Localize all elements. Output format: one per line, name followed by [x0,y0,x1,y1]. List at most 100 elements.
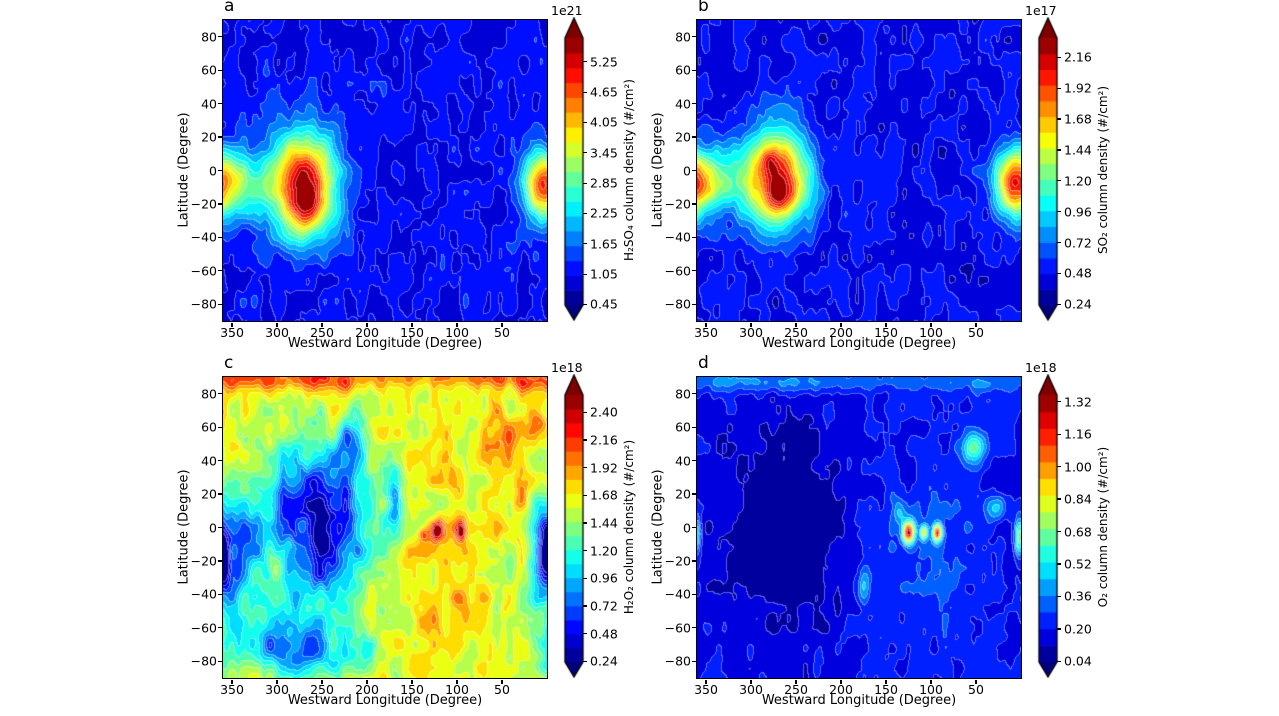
colorbar-tick-label: 1.44 [590,515,618,531]
colorbar-tick [583,522,587,524]
y-tick-label: −20 [190,553,217,569]
y-tick-label: −80 [664,296,691,312]
y-tick [217,660,222,662]
colorbar-tick [1057,660,1061,662]
x-tick [231,322,233,327]
x-tick [885,679,887,684]
y-tick-label: −80 [190,296,217,312]
y-tick-label: 0 [209,163,217,178]
colorbar-tick-label: 1.68 [590,487,618,503]
colorbar-tick-labels: 1.32 1.16 1.00 0.84 0.68 0.52 0.36 0.20 0.04 [1064,357,1109,715]
colorbar-tick [583,243,587,245]
x-tick-label: 50 [494,325,510,340]
colorbar-tick [1057,401,1061,403]
y-tick [691,660,696,662]
colorbar-tick-label: 1.92 [590,460,618,476]
x-tick-label: 250 [310,325,334,340]
x-tick-label: 250 [784,325,808,340]
x-tick-label: 250 [784,682,808,697]
y-tick-label: −40 [190,586,217,602]
colorbar-tick-label: 0.72 [1064,235,1092,251]
y-tick-label: −40 [664,586,691,602]
y-tick-label: −80 [190,653,217,669]
colorbar-tick [1057,530,1061,533]
x-tick [750,679,752,684]
colorbar-tick [1057,56,1061,58]
colorbar-tick [583,182,587,184]
colorbar-tick-label: 3.45 [590,145,618,161]
x-tick-labels: 350 300 250 200 150 100 50 [160,682,640,698]
y-tick-label: −80 [664,653,691,669]
y-tick-label: −60 [664,263,691,279]
x-tick [750,322,752,327]
y-tick [691,460,696,462]
colorbar-tick-label: 4.65 [590,84,618,100]
panel-a: a Latitude (Degree) 80 60 40 20 0 −20 −40 −60 −8… [160,0,640,358]
y-tick-label: 80 [675,29,691,45]
x-tick [840,322,842,327]
colorbar-tick-label: 2.16 [590,432,618,448]
colorbar-tick [583,212,587,215]
y-tick [691,203,696,205]
colorbar-tick [1057,272,1061,275]
colorbar [563,374,585,680]
y-tick-labels: 80 60 40 20 0 −20 −40 −60 −80 [654,0,691,358]
colorbar-tick-label: 4.05 [590,114,618,130]
y-tick-label: 80 [201,386,217,402]
x-axis-label: Westward Longitude (Degree) [761,693,957,708]
y-tick-label: −60 [190,263,217,279]
colorbar-tick-label: 0.96 [590,570,618,586]
x-tick-label: 50 [494,682,510,697]
x-tick [840,679,842,684]
x-tick-labels: 350 300 250 200 150 100 50 [634,325,1114,341]
contour-plot [222,376,547,678]
x-tick-labels: 350 300 250 200 150 100 50 [634,682,1114,698]
y-tick-label: 0 [683,520,691,535]
y-tick [691,627,696,629]
x-tick [930,322,932,327]
colorbar-tick-label: 1.65 [590,236,618,252]
colorbar-tick [583,605,587,607]
x-tick [456,322,458,327]
y-tick-label: −40 [190,229,217,245]
x-tick-label: 200 [829,682,853,697]
colorbar [1037,374,1059,680]
y-tick-label: 60 [675,419,691,435]
colorbar-tick-label: 2.16 [1064,49,1092,65]
y-tick-labels: 80 60 40 20 0 −20 −40 −60 −80 [654,357,691,715]
y-tick [691,303,696,305]
y-tick-label: −40 [664,229,691,245]
x-tick [411,322,413,327]
y-tick [691,493,696,495]
x-tick-labels: 350 300 250 200 150 100 50 [160,325,640,341]
colorbar-tick-label: 2.25 [590,205,618,221]
x-tick [276,322,278,327]
x-tick-label: 150 [400,682,424,697]
x-tick [795,322,797,327]
x-tick [930,679,932,684]
y-tick-label: 20 [675,486,691,502]
y-tick [217,136,222,138]
colorbar [563,17,585,323]
x-tick-label: 150 [874,325,898,340]
y-tick [691,169,696,172]
contour-plot [222,19,547,321]
colorbar-tick [583,494,587,496]
colorbar-tick-label: 0.04 [1064,653,1092,669]
y-tick [691,560,696,562]
x-tick-label: 100 [445,325,469,340]
colorbar-tick [583,303,587,306]
colorbar-tick [583,550,587,552]
y-tick-label: 20 [201,486,217,502]
x-tick-label: 100 [919,325,943,340]
colorbar-tick-label: 0.68 [1064,524,1092,540]
colorbar [1037,17,1059,323]
colorbar-tick-label: 1.44 [1064,142,1092,158]
x-tick-label: 150 [874,682,898,697]
y-tick-label: 40 [201,96,217,112]
colorbar-tick [583,152,587,154]
colorbar-tick [1057,118,1061,120]
y-tick-labels: 80 60 40 20 0 −20 −40 −60 −80 [180,0,217,358]
y-tick [217,627,222,629]
x-tick-label: 50 [968,325,984,340]
